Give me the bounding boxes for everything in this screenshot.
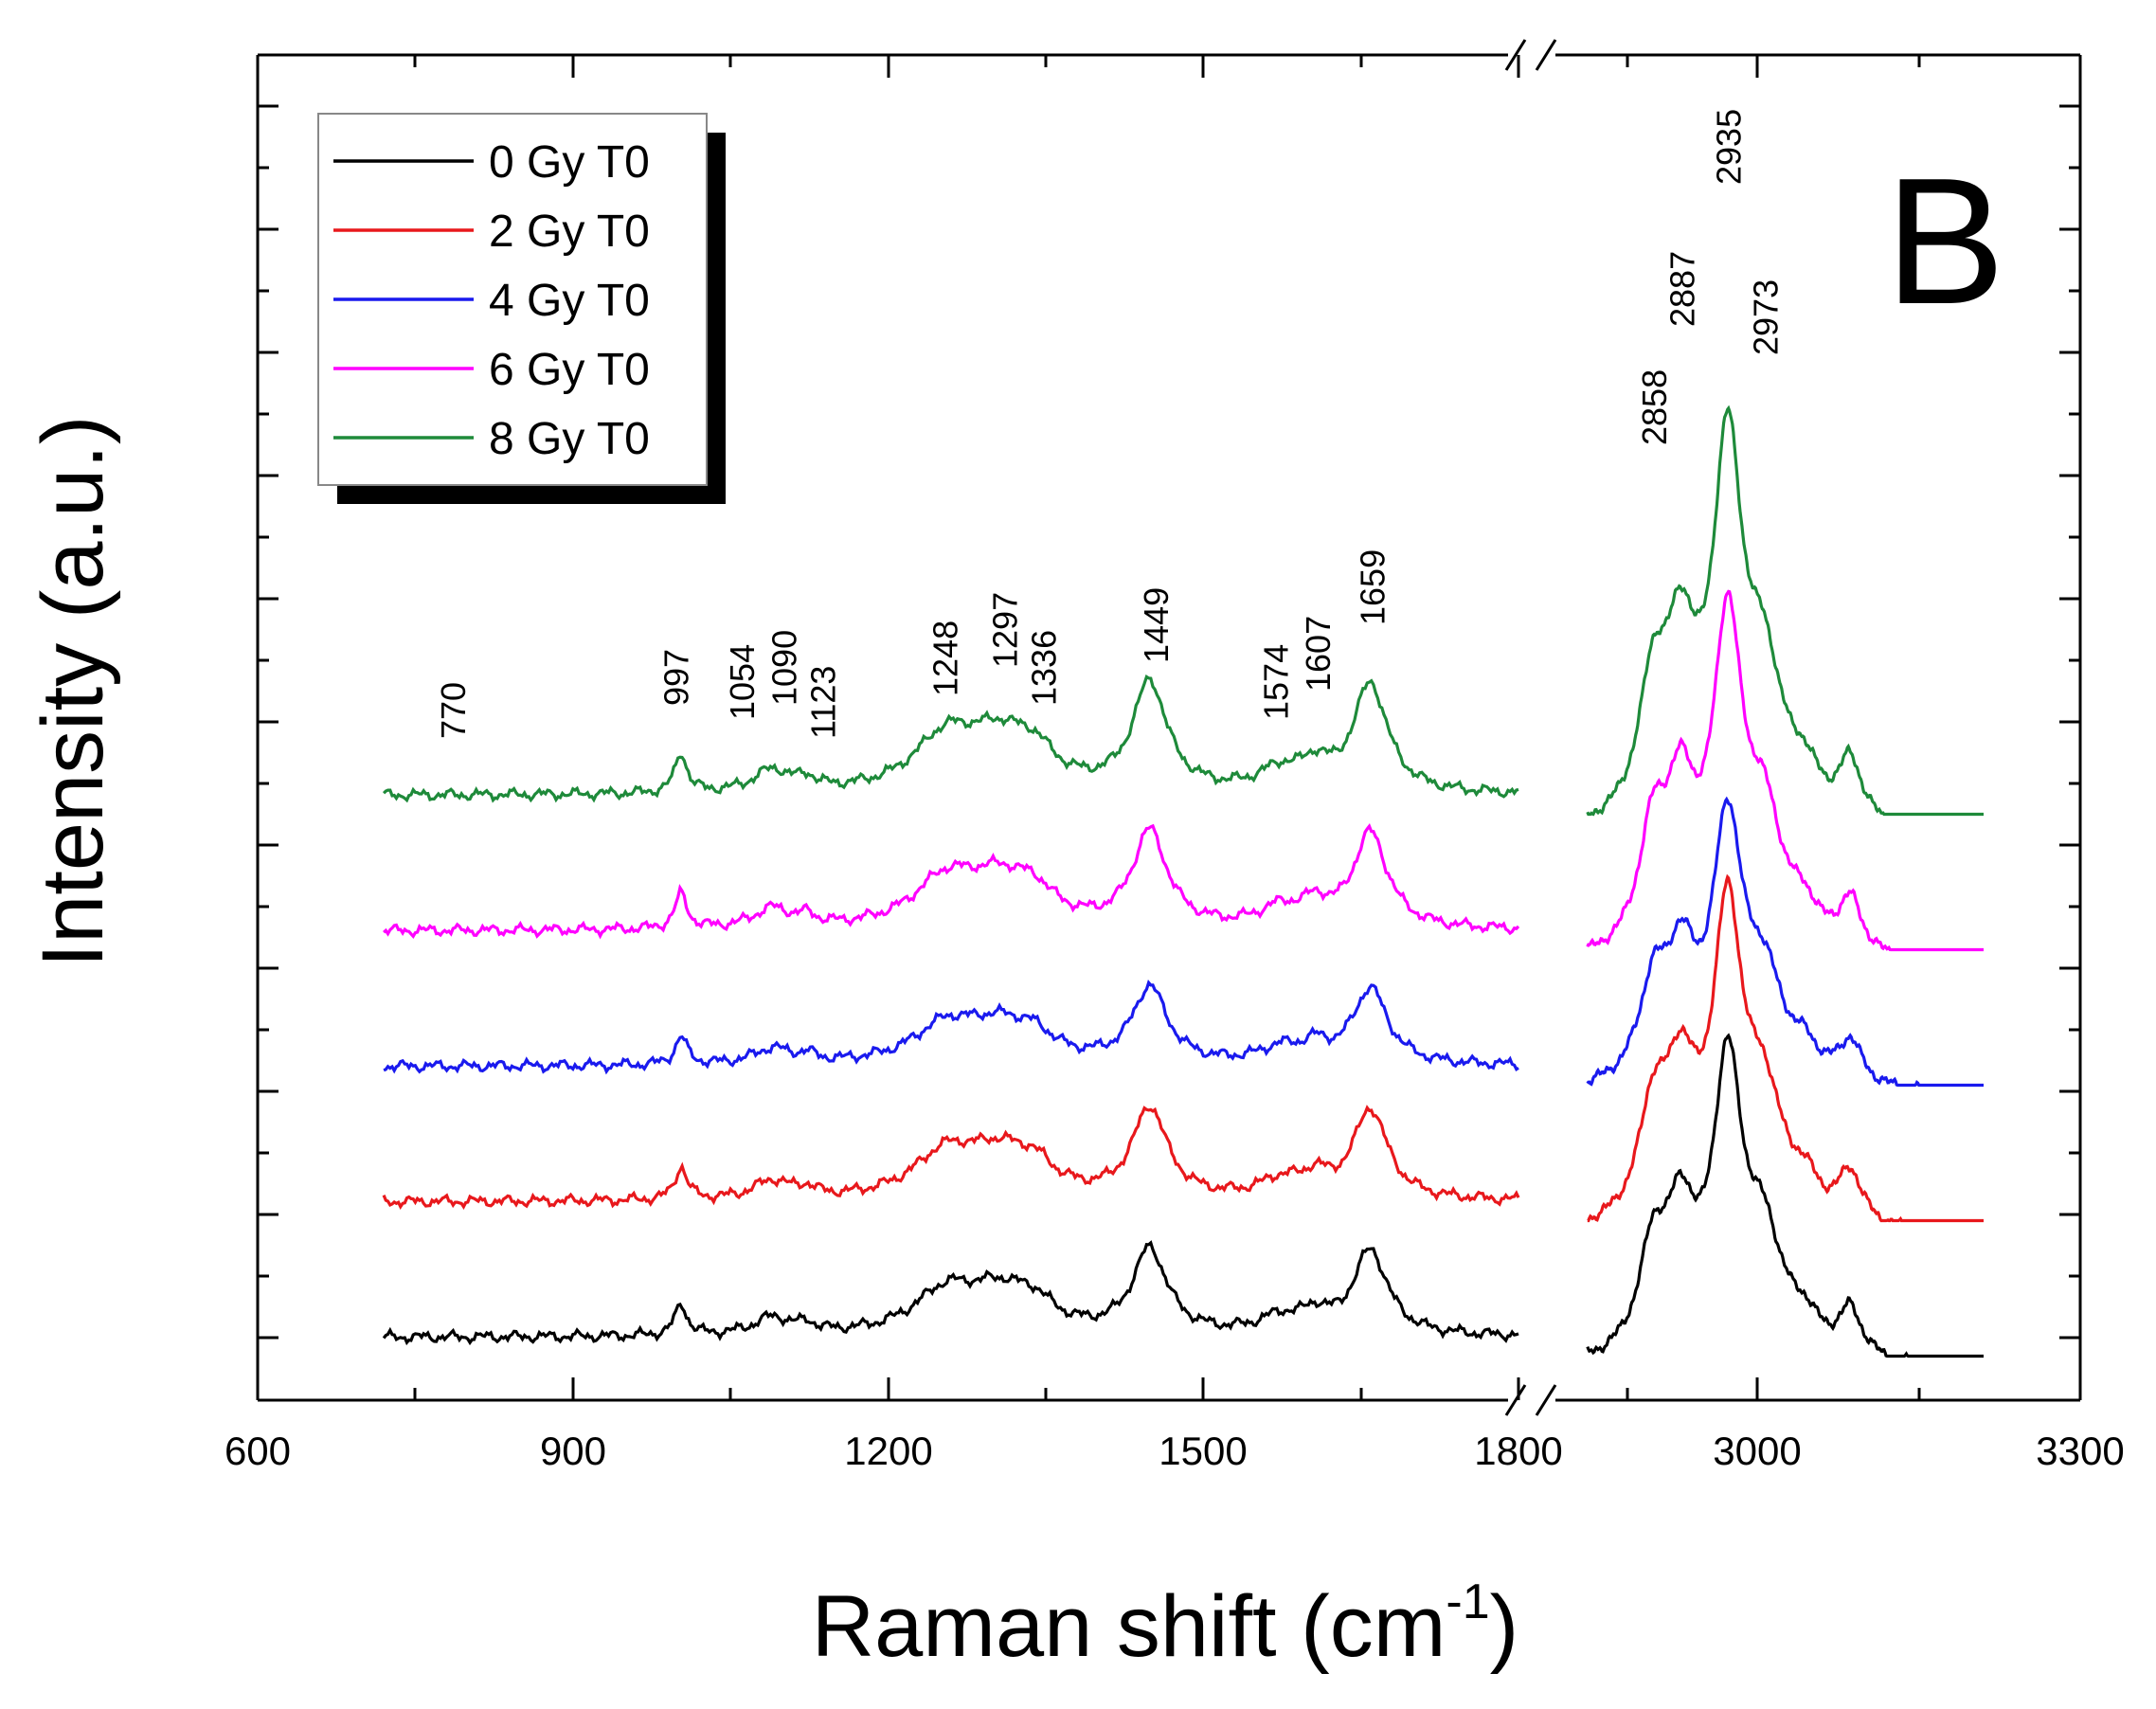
legend-label: 6 Gy T0 [489, 345, 650, 395]
peak-label: 1248 [925, 621, 964, 696]
series-2 [383, 796, 1984, 1088]
series-line-high [1586, 796, 1984, 1088]
axis-break-mark [1504, 1384, 1527, 1416]
x-axis-title-text: Raman shift (cm [812, 1578, 1446, 1675]
peak-label: 2858 [1635, 369, 1674, 445]
x-tick-label: 1500 [1159, 1429, 1247, 1473]
series-line-high [1586, 405, 1984, 817]
series-line-low [382, 1240, 1519, 1346]
series-1 [382, 873, 1984, 1223]
plot-frame [256, 39, 2082, 1416]
x-tick-label: 1200 [844, 1429, 932, 1473]
legend-label: 8 Gy T0 [489, 414, 650, 464]
legend-label: 2 Gy T0 [489, 207, 650, 257]
peak-label: 2887 [1663, 251, 1702, 327]
peak-label: 1090 [765, 630, 804, 706]
series-line-low [383, 980, 1519, 1075]
x-tick-label: 600 [225, 1429, 291, 1473]
x-axis-title-close: ) [1490, 1578, 1519, 1675]
peak-label: 1297 [986, 592, 1025, 668]
peak-label: 1574 [1257, 644, 1296, 720]
series-0 [382, 1033, 1984, 1358]
peak-label: 2973 [1747, 279, 1786, 355]
x-tick-label: 1800 [1474, 1429, 1562, 1473]
peak-label: 2935 [1710, 109, 1749, 185]
x-tick-label: 900 [540, 1429, 606, 1473]
peak-label: 997 [656, 649, 695, 706]
peak-label: 1336 [1025, 630, 1064, 706]
x-axis-title: Raman shift (cm-1) [812, 1574, 1519, 1675]
legend-label: 0 Gy T0 [489, 137, 650, 188]
legend: 0 Gy T0 2 Gy T0 4 Gy T0 6 Gy T0 8 Gy T0 [317, 113, 726, 504]
peak-label: 1607 [1299, 616, 1338, 692]
axis-break-mark [1535, 1384, 1557, 1416]
peak-label: 1054 [723, 644, 762, 720]
series-line-high [1586, 589, 1984, 952]
series-line-low [383, 823, 1520, 940]
series-line-low [382, 674, 1519, 803]
peak-label: 1449 [1137, 587, 1176, 663]
peak-label: 1659 [1354, 549, 1392, 625]
y-axis-title: Intensity (a.u.) [25, 416, 121, 968]
series-line-high [1586, 1033, 1984, 1358]
axis-break-mark [1535, 39, 1557, 71]
y-axis-ticks [258, 104, 2080, 1340]
x-axis-title-superscript: -1 [1446, 1574, 1489, 1629]
peak-label: 770 [434, 682, 473, 739]
legend-label: 4 Gy T0 [489, 276, 650, 326]
series-3 [383, 589, 1984, 952]
series-layer [382, 405, 1984, 1358]
peak-label: 1123 [804, 666, 843, 739]
series-4 [382, 405, 1984, 817]
x-tick-label: 3000 [1713, 1429, 1801, 1473]
x-axis-ticks: 600 900 1200 1500 1800 3000 3300 [225, 55, 2125, 1473]
series-line-high [1587, 873, 1984, 1223]
x-tick-label: 3300 [2036, 1429, 2124, 1473]
panel-letter: B [1885, 141, 2005, 342]
series-line-low [382, 1105, 1520, 1211]
axis-break-mark [1504, 39, 1527, 71]
